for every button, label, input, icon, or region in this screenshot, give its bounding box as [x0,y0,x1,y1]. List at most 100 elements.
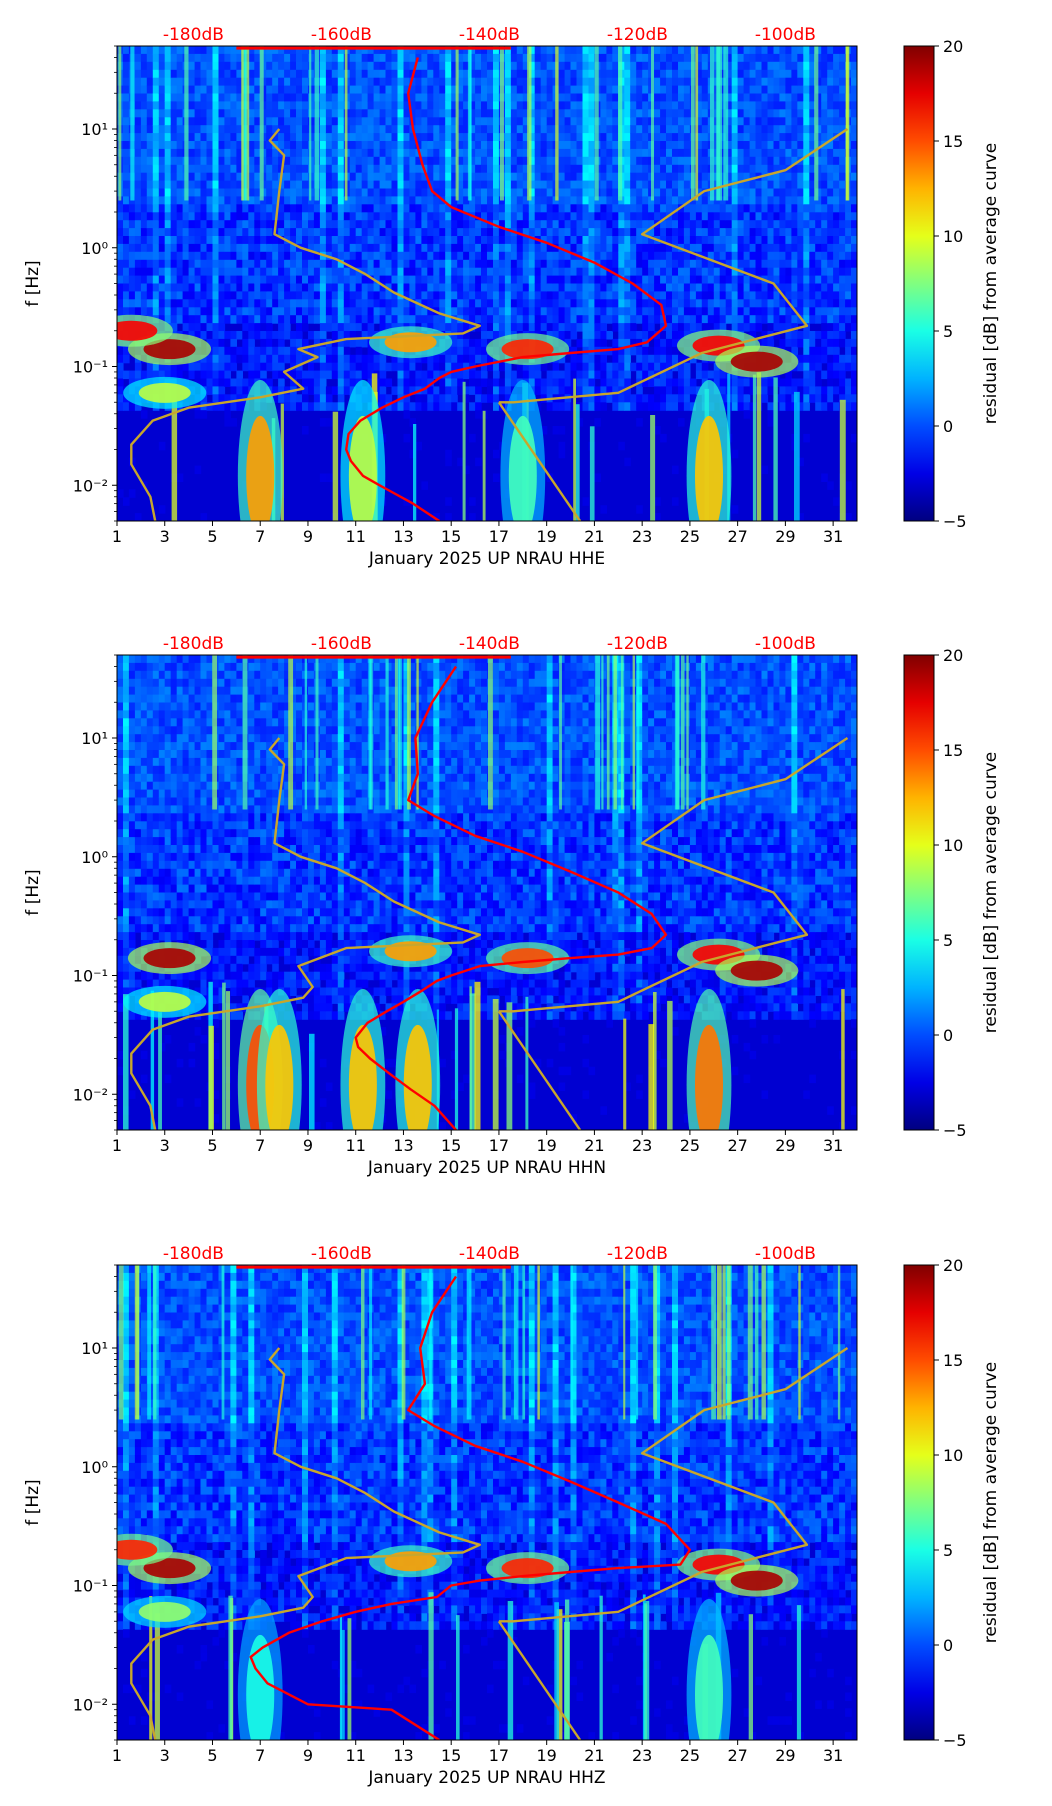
spectrogram-cell [319,109,327,118]
spectrogram-cell [361,46,369,55]
spectrogram-cell [123,141,130,150]
spectrogram-cell [409,228,416,237]
spectrogram-cell [749,212,757,221]
spectrogram-cell [588,283,596,292]
spectrogram-cell [648,236,655,245]
spectrogram-cell [230,93,237,102]
spectrogram-cell [158,180,166,190]
spectrogram-cell [373,259,381,269]
spectrogram-cell [421,125,428,134]
spectrogram-cell [379,85,387,95]
spectrogram-cell [743,212,751,221]
spectrogram-cell [170,228,178,237]
spectrogram-cell [504,93,512,102]
spectrogram-cell [612,275,619,285]
spectrogram-cell [361,243,369,253]
spectrogram-cell [731,228,739,237]
spectrogram-cell [481,378,488,387]
spectrogram-cell [308,243,315,253]
spectrogram-cell [212,141,220,150]
spectrogram-cell [385,148,393,158]
spectrogram-cell [302,259,309,269]
spectrogram-cell [367,346,375,356]
spectrogram-cell [146,220,154,229]
spectrogram-cell [481,212,488,221]
spectrogram-cell [349,196,357,205]
spectrogram-cell [707,228,715,237]
spectrogram-cell [302,85,309,95]
spectrogram-cell [433,291,440,300]
spectrogram-cell [182,275,190,285]
spectrogram-cell [296,299,303,308]
spectrogram-cell [683,267,691,277]
spectrogram-cell [660,196,667,205]
spectrogram-cell [260,196,267,205]
spectrogram-cell [445,69,452,79]
spectrogram-cell [528,156,536,166]
spectrogram-cell [278,370,285,380]
spectrogram-cell [349,125,357,134]
spectrogram-cell [618,267,625,277]
spectrogram-cell [146,125,154,134]
spectrogram-cell [308,133,315,142]
spectrogram-cell [325,283,333,292]
spectrogram-cell [176,291,184,300]
spectrogram-cell [451,109,458,118]
spectrogram-cell [200,164,208,174]
spectrogram-cell [594,307,601,316]
spectrogram-cell [457,77,464,87]
spectrogram-cell [278,196,285,205]
spectrogram-cell [224,338,231,348]
spectrogram-cell [236,204,243,213]
spectrogram-cell [439,180,446,190]
spectrogram-cell [182,259,190,269]
spectrogram-cell [254,117,261,126]
spectrogram-cell [415,141,422,150]
spectrogram-cell [469,61,476,71]
spectrogram-cell [624,259,631,269]
spectrogram-cell [618,204,625,213]
spectrogram-cell [576,267,584,277]
spectrogram-cell [367,196,375,205]
spectrogram-cell [606,299,613,308]
spectrogram-cell [427,125,434,134]
spectrogram-cell [200,46,208,55]
spectrogram-cell [248,323,255,332]
spectrogram-cell [701,275,709,285]
spectrogram-cell [176,473,184,482]
spectrogram-cell [731,85,739,95]
spectrogram-cell [618,291,625,300]
spectrogram-cell [624,323,631,332]
spectrogram-cell [176,204,184,213]
spectrogram-cell [654,378,661,387]
spectrogram-cell [457,457,464,467]
spectrogram-cell [719,180,727,190]
spectrogram-cell [200,513,208,521]
spectrogram-cell [302,386,309,395]
spectrogram-cell [558,101,566,110]
spectrogram-cell [582,204,590,213]
spectrogram-cell [630,331,637,340]
spectrogram-cell [666,61,673,71]
spectrogram-cell [266,378,273,387]
spectrogram-cell [516,243,524,253]
spectrogram-cell [325,307,333,316]
spectrogram-cell [558,196,566,205]
spectrogram-cell [445,370,452,380]
spectrogram-cell [719,394,727,403]
spectrogram-cell [296,394,303,403]
spectrogram-cell [164,362,172,372]
spectrogram-cell [510,69,518,79]
spectrogram-cell [510,180,518,190]
spectrogram-cell [528,109,536,118]
spectrogram-cell [463,307,470,316]
spectrogram-cell [373,172,381,182]
spectrogram-cell [683,53,691,63]
spectrogram-cell [140,283,148,292]
spectrogram-cell [224,220,231,229]
spectrogram-cell [564,259,572,269]
spectrogram-cell [379,46,387,55]
spectrogram-cell [701,236,709,245]
spectrogram-cell [415,259,422,269]
spectrogram-cell [594,251,601,261]
